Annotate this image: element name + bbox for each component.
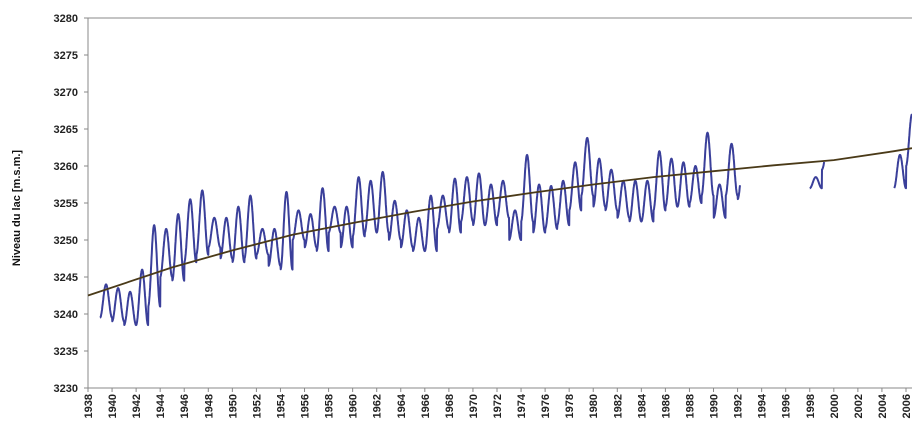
- lake-level-series-line: [99, 131, 741, 327]
- x-tick-label: 1956: [300, 394, 312, 418]
- x-tick-label: 2000: [829, 394, 841, 418]
- x-tick-label: 1996: [781, 394, 793, 418]
- x-tick-label: 1946: [179, 394, 191, 418]
- x-tick-label: 1978: [564, 394, 576, 418]
- x-tick-label: 1994: [757, 393, 769, 418]
- x-tick-label: 1966: [420, 394, 432, 418]
- series-layer: [87, 113, 912, 327]
- x-tick-label: 1942: [131, 394, 143, 418]
- x-tick-label: 1988: [684, 394, 696, 418]
- x-tick-label: 1972: [492, 394, 504, 418]
- y-tick-label: 3275: [54, 50, 78, 62]
- x-tick-label: 1940: [107, 394, 119, 418]
- x-tick-label: 1960: [348, 394, 360, 418]
- x-tick-label: 1950: [227, 394, 239, 418]
- x-tick-label: 1964: [396, 393, 408, 418]
- y-tick-label: 3265: [54, 124, 78, 136]
- x-tick-label: 1992: [733, 394, 745, 418]
- x-tick-label: 1974: [516, 393, 528, 418]
- x-tick-label: 1980: [588, 394, 600, 418]
- x-tick-label: 2004: [877, 393, 889, 418]
- x-tick-label: 2002: [853, 394, 865, 418]
- y-axis-label: Niveau du lac [m.s.m.]: [11, 150, 23, 266]
- y-tick-label: 3235: [54, 346, 78, 358]
- y-tick-label: 3250: [54, 235, 78, 247]
- y-tick-label: 3240: [54, 309, 78, 321]
- x-tick-label: 1954: [275, 393, 287, 418]
- x-tick-label: 1970: [468, 394, 480, 418]
- x-tick-label: 1944: [155, 393, 167, 418]
- x-tick-label: 1998: [805, 394, 817, 418]
- x-tick-label: 1952: [251, 394, 263, 418]
- x-tick-label: 1990: [709, 394, 721, 418]
- trend-line: [87, 147, 912, 297]
- x-tick-label: 1982: [612, 394, 624, 418]
- y-tick-label: 3230: [54, 383, 78, 395]
- x-tick-label: 2006: [901, 394, 912, 418]
- y-tick-label: 3255: [54, 198, 78, 210]
- x-tick-label: 1984: [636, 393, 648, 418]
- x-tick-label: 1958: [324, 394, 336, 418]
- y-tick-label: 3260: [54, 161, 78, 173]
- x-tick-label: 1968: [444, 394, 456, 418]
- y-tick-label: 3280: [54, 13, 78, 25]
- x-tick-label: 1976: [540, 394, 552, 418]
- lake-level-series-line: [809, 161, 826, 190]
- x-tick-label: 1962: [372, 394, 384, 418]
- x-tick-label: 1986: [660, 394, 672, 418]
- y-tick-label: 3245: [54, 272, 78, 284]
- x-tick-labels: 1938 1940 1942 1944 1946 1948 1950 1952 1954 1956…: [83, 388, 912, 418]
- y-tick-labels: 3230 3235 3240 3245 3250 3255 3260 3265 3270 3275…: [54, 13, 88, 395]
- x-tick-label: 1948: [203, 394, 215, 418]
- x-tick-label: 1938: [83, 394, 95, 418]
- y-tick-label: 3270: [54, 87, 78, 99]
- lake-level-series-line: [893, 113, 912, 190]
